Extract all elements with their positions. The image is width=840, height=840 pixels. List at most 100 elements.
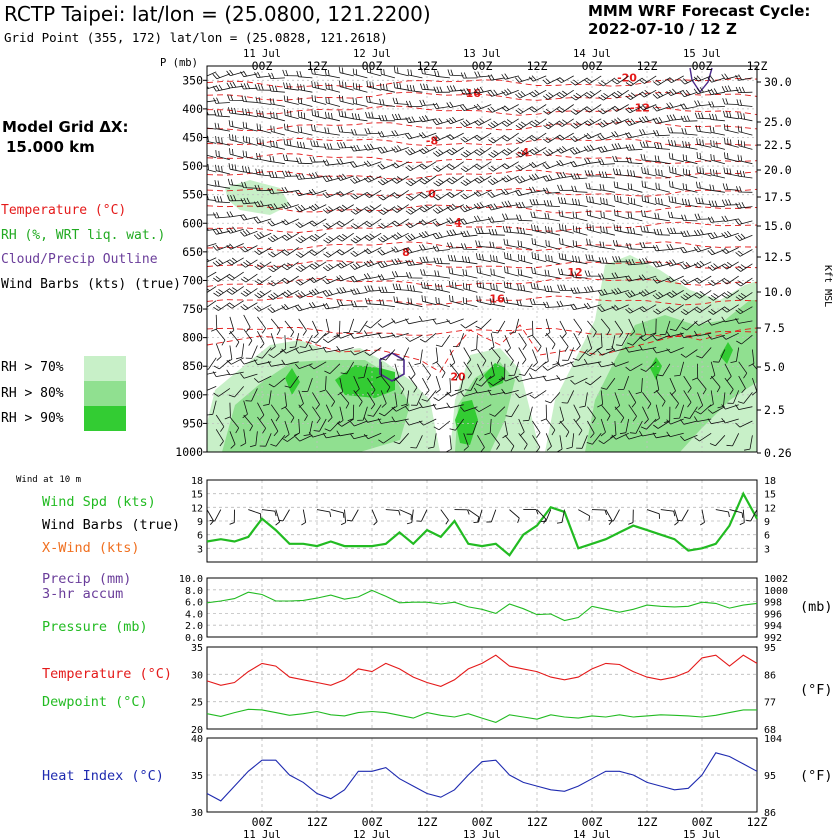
wind-barb — [310, 67, 327, 77]
wind-barb — [583, 358, 602, 365]
surface-wind-barb — [340, 509, 347, 526]
wind-barb — [352, 68, 368, 79]
wind-barb — [212, 227, 230, 235]
wind-barb — [669, 318, 685, 331]
wind-barb — [281, 186, 299, 194]
wind-barb — [213, 97, 230, 104]
wind-barb — [613, 181, 629, 191]
wind-barb — [270, 404, 280, 422]
wind-barb — [394, 377, 405, 395]
wind-barb — [517, 268, 533, 279]
wind-barb — [667, 227, 684, 234]
temperature-contour-label: -8 — [426, 134, 438, 147]
legend-rh70-swatch — [84, 356, 126, 381]
wind-barb — [420, 269, 437, 277]
hour-label-top: 12Z — [417, 59, 438, 73]
wind-barb — [419, 161, 437, 170]
wind-barb — [418, 418, 437, 426]
wind-barb — [380, 375, 391, 393]
wind-barb — [530, 282, 547, 291]
wind-barb — [366, 80, 382, 91]
wind-barb — [710, 154, 726, 165]
wind-barb — [364, 247, 382, 255]
wind-barb — [364, 204, 382, 213]
wind-barb — [721, 332, 739, 340]
wind-barb — [324, 420, 341, 432]
temperature-contour — [207, 327, 757, 337]
temperature-contour — [207, 295, 757, 306]
wind-barb — [240, 70, 258, 78]
wind-barb — [572, 255, 588, 265]
temp-y2tick-label: 95 — [764, 643, 776, 654]
wind-barb — [611, 104, 629, 112]
wind-barb — [229, 431, 236, 449]
wind-barb — [336, 345, 354, 352]
wind-barb — [573, 404, 581, 422]
wind-barb — [597, 390, 604, 408]
height-tick-label: 2.5 — [764, 403, 785, 417]
wind-barb — [301, 377, 313, 392]
wind-barb — [652, 116, 670, 124]
wind-barb — [721, 199, 739, 206]
wind-barb — [653, 306, 671, 315]
wind-barb — [466, 420, 478, 435]
wind-barb — [214, 180, 230, 189]
wind-barb — [421, 295, 437, 306]
temp-ytick-label: 35 — [191, 643, 203, 654]
wind-barb — [543, 285, 560, 293]
wind-barb — [213, 273, 231, 282]
wind-barb — [655, 182, 671, 193]
wind-barb — [212, 84, 230, 92]
wind-barb — [243, 414, 253, 432]
wind-barb — [735, 218, 753, 225]
wind-barb — [377, 249, 396, 256]
wind-barb — [638, 104, 657, 111]
wind-barb — [666, 114, 684, 121]
wind-barb — [515, 189, 533, 196]
wind-barb — [502, 225, 519, 234]
wind-barb — [681, 214, 698, 222]
wind-barb — [309, 275, 327, 283]
wind-barb — [378, 220, 396, 229]
wind-barb — [532, 349, 538, 367]
wind-barb — [545, 433, 552, 451]
wind-barb — [207, 163, 217, 173]
wind-y2tick-label: 9 — [764, 517, 770, 528]
wind-barb — [584, 375, 602, 386]
wind-y2tick-label: 15 — [764, 490, 776, 501]
wind-barb — [625, 290, 643, 298]
wind-barb — [432, 102, 450, 109]
wind-barb — [668, 195, 684, 205]
wind-barb — [501, 104, 519, 112]
wind-barb — [391, 175, 409, 184]
wind-barb — [363, 143, 382, 151]
legend-precip: Precip (mm) — [42, 571, 132, 587]
wind-barb — [696, 347, 712, 359]
legend-rh90: RH > 90% — [1, 411, 64, 426]
wind-barb — [488, 377, 506, 386]
wind-barb — [268, 171, 285, 179]
grid-point-info: Grid Point (355, 172) lat/lon = (25.0828… — [4, 30, 388, 45]
wind-barb — [299, 335, 313, 348]
wind-barb — [545, 332, 556, 350]
hour-label-bottom: 00Z — [692, 815, 713, 829]
wind-barb — [211, 314, 218, 332]
wind-barb — [653, 228, 670, 236]
wind-barb — [375, 361, 382, 379]
wind-barb — [501, 88, 519, 96]
wind-barb — [628, 318, 636, 337]
wind-barb — [463, 347, 472, 365]
wind-barb — [207, 400, 217, 416]
wind-barb — [477, 349, 487, 367]
wind-barb — [309, 247, 327, 256]
hour-label-top: 00Z — [362, 59, 383, 73]
wind-speed-line — [206, 491, 758, 557]
hour-label-top: 00Z — [472, 59, 493, 73]
wind-barb — [611, 272, 629, 279]
wind-barb — [708, 277, 726, 287]
wind-barb — [352, 82, 368, 93]
hour-label-bottom: 12Z — [417, 815, 438, 829]
wind-barb — [694, 318, 712, 326]
wind-barb — [282, 170, 299, 177]
wind-barb — [707, 263, 726, 271]
